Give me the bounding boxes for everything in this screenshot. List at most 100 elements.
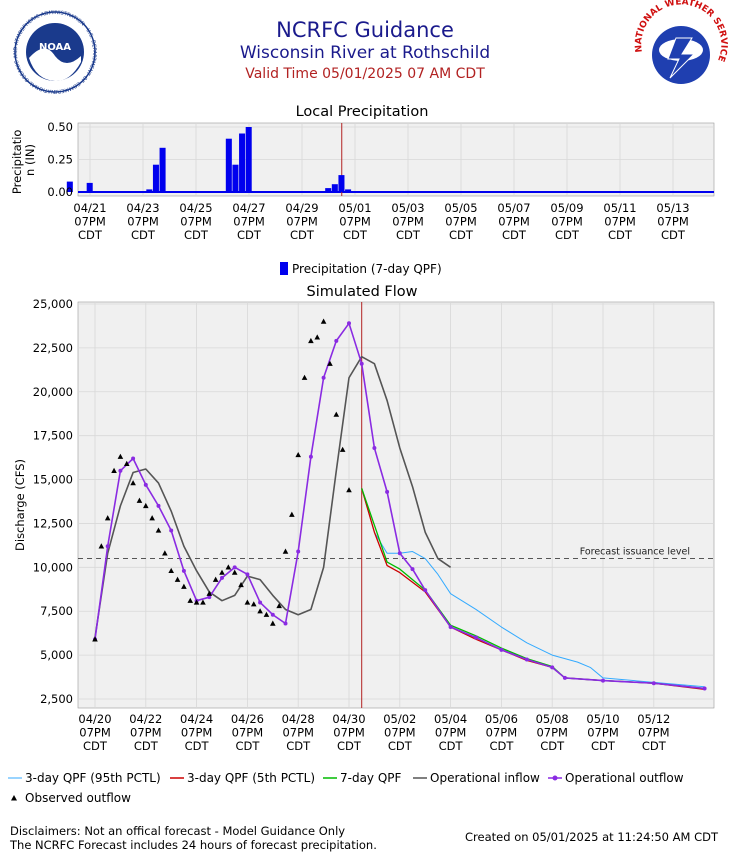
flow-x-tick-label: CDT: [83, 739, 108, 753]
valid-time: Valid Time 05/01/2025 07 AM CDT: [245, 66, 485, 82]
precip-legend-swatch: [280, 262, 288, 275]
outflow-point: [385, 489, 390, 494]
observed-point: [111, 467, 117, 473]
observed-point: [282, 548, 289, 554]
precip-bars: [66, 123, 714, 196]
outflow-point: [372, 445, 377, 450]
noaa-logo: NATIONAL OCEANIC AND ATMOSPHERIC ADMINIS…: [0, 0, 97, 94]
precip-x-tick-label: CDT: [184, 228, 209, 242]
precip-x-tick-label: 07PM: [657, 215, 689, 229]
observed-point: [206, 590, 213, 596]
outflow-point: [334, 338, 339, 343]
outflow-point: [550, 665, 555, 670]
observed-point: [301, 374, 308, 380]
observed-point: [270, 620, 276, 626]
flow-y-tick-label: 25,000: [33, 297, 73, 311]
outflow-point: [524, 657, 529, 662]
legend-triangle-icon: [11, 795, 17, 801]
precip-x-tick-label: CDT: [555, 228, 580, 242]
precip-x-tick-label: 07PM: [551, 215, 583, 229]
outflow-point: [397, 551, 402, 556]
flow-x-tick-label: CDT: [489, 739, 514, 753]
flow-y-tick-label: 20,000: [33, 385, 73, 399]
precip-bar: [66, 181, 73, 192]
legend-item: 3-day QPF (95th PCTL): [8, 771, 161, 785]
observed-point: [327, 360, 333, 366]
outflow-point: [651, 681, 656, 686]
observed-point: [117, 453, 124, 459]
precip-y-tick-label: 0.00: [47, 185, 73, 199]
precip-x-tick-label: 05/09: [550, 201, 583, 215]
precip-x-tick-label: CDT: [237, 228, 262, 242]
observed-point: [92, 636, 98, 642]
outflow-point: [232, 565, 237, 570]
outflow-point: [169, 528, 174, 533]
flow-y-ticks: 2,500 5,000 7,500 10,000 12,500 15,000 17,500 2…: [33, 297, 73, 706]
precip-bar: [245, 127, 252, 192]
outflow-point: [220, 575, 224, 580]
precip-x-tick-label: 07PM: [392, 215, 424, 229]
observed-point: [320, 318, 327, 324]
flow-panel-title: Simulated Flow: [307, 284, 418, 300]
flow-x-ticks: 04/2007PMCDT04/2207PMCDT04/2407PMCDT04/2…: [78, 712, 670, 753]
precip-bar: [325, 188, 332, 192]
outflow-point: [270, 612, 275, 617]
outflow-point: [474, 635, 478, 640]
observed-point: [143, 502, 149, 509]
precip-x-tick-label: 04/27: [232, 201, 265, 215]
outflow-point: [181, 568, 186, 573]
precip-x-tick-label: 07PM: [233, 215, 265, 229]
flow-x-tick-label: 05/04: [434, 712, 467, 726]
flow-y-tick-label: 17,500: [33, 429, 73, 443]
outflow-point: [156, 503, 161, 508]
outflow-point: [245, 572, 250, 577]
noaa-logo-mark: NOAA: [39, 42, 71, 53]
outflow-point: [283, 621, 288, 626]
observed-point: [187, 597, 194, 603]
observed-point: [168, 567, 174, 574]
precip-x-tick-label: 05/05: [444, 201, 477, 215]
precip-x-tick-label: 07PM: [445, 215, 477, 229]
chart-title: NCRFC Guidance: [276, 18, 454, 42]
flow-x-tick-label: CDT: [642, 739, 667, 753]
precip-bar: [345, 189, 352, 192]
outflow-point: [499, 647, 504, 652]
precip-bar: [331, 184, 338, 192]
station-name: Wisconsin River at Rothschild: [239, 43, 491, 63]
precip-y-tick-label: 0.25: [47, 153, 73, 167]
precip-x-tick-label: 07PM: [286, 215, 318, 229]
observed-point: [219, 569, 225, 575]
flow-x-tick-label: 07PM: [79, 726, 111, 740]
precip-x-tick-label: 04/23: [126, 201, 159, 215]
flow-x-tick-label: 04/28: [282, 712, 315, 726]
flow-x-tick-label: 05/06: [485, 712, 518, 726]
flow-y-tick-label: 2,500: [40, 692, 73, 706]
precip-x-tick-label: 04/25: [179, 201, 212, 215]
outflow-point: [308, 454, 313, 459]
flow-x-tick-label: 07PM: [130, 726, 162, 740]
precip-x-tick-label: 04/29: [285, 201, 318, 215]
legend-label: Observed outflow: [25, 791, 131, 805]
flow-x-tick-label: 05/10: [586, 712, 619, 726]
flow-x-tick-label: CDT: [235, 739, 260, 753]
flow-y-tick-label: 10,000: [33, 560, 73, 574]
observed-point: [346, 487, 352, 493]
precip-x-tick-label: CDT: [131, 228, 156, 242]
legend-label: Operational inflow: [430, 771, 540, 785]
observed-point: [162, 550, 168, 556]
outflow-point: [562, 675, 567, 680]
outflow-point: [702, 686, 707, 691]
flow-x-tick-label: CDT: [337, 739, 362, 753]
precip-bar: [152, 164, 159, 192]
flow-y-tick-label: 5,000: [40, 648, 73, 662]
observed-point: [130, 480, 136, 486]
flow-y-tick-label: 7,500: [40, 604, 73, 618]
observed-point: [149, 515, 155, 521]
flow-x-tick-label: 07PM: [638, 726, 670, 740]
observed-point: [212, 576, 219, 582]
precip-panel-title: Local Precipitation: [296, 104, 429, 120]
outflow-point: [359, 361, 364, 366]
flow-x-tick-label: 07PM: [435, 726, 467, 740]
observed-point: [314, 334, 321, 340]
observed-point: [200, 599, 206, 605]
